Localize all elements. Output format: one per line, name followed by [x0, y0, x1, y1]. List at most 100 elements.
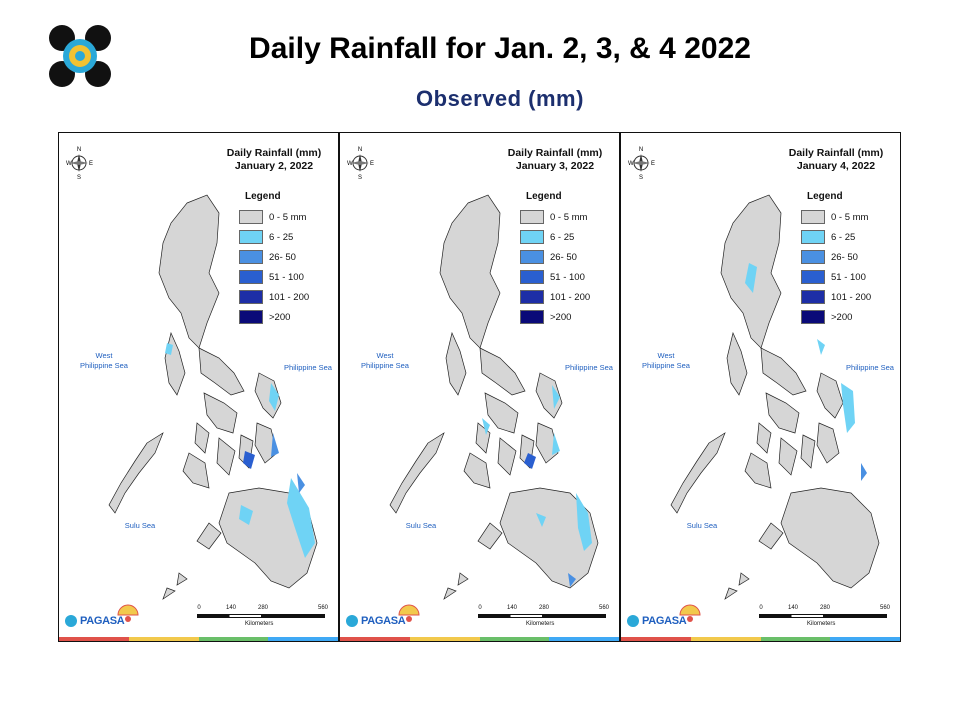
brand-name: PAGASA — [80, 615, 125, 627]
svg-text:E: E — [89, 161, 93, 167]
brand-name: PAGASA — [642, 615, 687, 627]
legend-swatch — [801, 230, 825, 244]
color-strip — [59, 637, 338, 641]
legend-label: 51 - 100 — [269, 271, 304, 283]
legend-swatch — [239, 270, 263, 284]
legend-swatch — [520, 310, 544, 324]
sea-label-sulu: Sulu Sea — [405, 521, 437, 530]
philippines-map — [670, 194, 880, 600]
svg-text:S: S — [639, 175, 643, 181]
pagasa-brand: PAGASA — [62, 603, 142, 633]
legend-label: >200 — [550, 311, 572, 323]
compass-rose-icon: N W E S — [66, 147, 93, 181]
svg-text:E: E — [370, 161, 374, 167]
philippines-map — [108, 194, 318, 600]
legend-row: 6 - 25 — [520, 227, 590, 247]
legend-row: 0 - 5 mm — [520, 207, 590, 227]
legend-swatch — [239, 310, 263, 324]
legend-row: >200 — [801, 307, 871, 327]
svg-text:E: E — [651, 161, 655, 167]
legend-label: >200 — [831, 311, 853, 323]
sea-label-east: Philippine Sea — [846, 363, 894, 372]
legend-swatch — [801, 210, 825, 224]
rainfall-legend: Legend 0 - 5 mm 6 - 25 26- 50 51 - 100 101 -… — [801, 191, 871, 327]
legend-row: 26- 50 — [801, 247, 871, 267]
map-panel-jan-2: N W E S Daily Rainfall (mm) January 2, 2… — [58, 132, 339, 642]
legend-label: 101 - 200 — [831, 291, 872, 303]
compass-n: N — [77, 147, 81, 153]
legend-swatch — [239, 210, 263, 224]
brand-name: PAGASA — [361, 615, 406, 627]
legend-row: 6 - 25 — [239, 227, 309, 247]
legend-row: 101 - 200 — [239, 287, 309, 307]
legend-label: 26- 50 — [831, 251, 858, 263]
sea-label-east: Philippine Sea — [565, 363, 613, 372]
legend-label: 51 - 100 — [831, 271, 866, 283]
panel-title: Daily Rainfall (mm) January 2, 2022 — [226, 147, 322, 172]
pagasa-brand: PAGASA — [624, 603, 704, 633]
legend-label: 26- 50 — [269, 251, 296, 263]
legend-label: 101 - 200 — [269, 291, 310, 303]
legend-row: 6 - 25 — [801, 227, 871, 247]
sea-label-east: Philippine Sea — [284, 363, 332, 372]
legend-label: 101 - 200 — [550, 291, 591, 303]
compass-rose-icon: N W E S — [628, 147, 655, 181]
rainfall-legend: Legend 0 - 5 mm 6 - 25 26- 50 51 - 100 101 -… — [520, 191, 590, 327]
legend-swatch — [239, 290, 263, 304]
legend-swatch — [520, 210, 544, 224]
legend-row: 26- 50 — [239, 247, 309, 267]
svg-text:W: W — [628, 161, 634, 167]
legend-label: >200 — [269, 311, 291, 323]
svg-text:N: N — [639, 147, 643, 153]
panel-title: Daily Rainfall (mm) January 3, 2022 — [507, 147, 603, 172]
legend-label: 0 - 5 mm — [831, 211, 869, 223]
map-panel-jan-4: N W E S Daily Rainfall (mm) January 4, 2… — [620, 132, 901, 642]
legend-swatch — [520, 290, 544, 304]
legend-row: 0 - 5 mm — [239, 207, 309, 227]
scale-bar: 0 140 280 560 Kilometers — [197, 605, 329, 627]
legend-swatch — [801, 310, 825, 324]
legend-row: 26- 50 — [520, 247, 590, 267]
sea-label-west: West Philippine Sea — [642, 351, 690, 370]
legend-swatch — [239, 230, 263, 244]
legend-swatch — [801, 270, 825, 284]
sea-label-west: West Philippine Sea — [361, 351, 409, 370]
legend-label: 0 - 5 mm — [269, 211, 307, 223]
color-strip — [621, 637, 900, 641]
panel-title: Daily Rainfall (mm) January 4, 2022 — [788, 147, 884, 172]
legend-row: 101 - 200 — [520, 287, 590, 307]
legend-label: 0 - 5 mm — [550, 211, 588, 223]
legend-row: 51 - 100 — [801, 267, 871, 287]
legend-title: Legend — [245, 191, 281, 202]
legend-title: Legend — [526, 191, 562, 202]
sea-label-west: West Philippine Sea — [80, 351, 128, 370]
legend-swatch — [801, 290, 825, 304]
legend-label: 6 - 25 — [831, 231, 856, 243]
dost-logo — [48, 24, 112, 88]
svg-text:S: S — [358, 175, 362, 181]
legend-label: 6 - 25 — [269, 231, 294, 243]
legend-row: >200 — [239, 307, 309, 327]
legend-swatch — [239, 250, 263, 264]
scale-bar: 0 140 280 560 Kilometers — [759, 605, 891, 627]
svg-text:N: N — [358, 147, 362, 153]
scale-bar: 0 140 280 560 Kilometers — [478, 605, 610, 627]
page-subtitle: Observed (mm) — [416, 86, 584, 111]
legend-swatch — [520, 230, 544, 244]
sea-label-sulu: Sulu Sea — [686, 521, 718, 530]
legend-swatch — [520, 250, 544, 264]
sea-label-sulu: Sulu Sea — [124, 521, 156, 530]
color-strip — [340, 637, 619, 641]
legend-row: 51 - 100 — [239, 267, 309, 287]
pagasa-logo-icon — [65, 604, 139, 627]
legend-row: 0 - 5 mm — [801, 207, 871, 227]
legend-swatch — [520, 270, 544, 284]
map-panel-jan-3: N W E S Daily Rainfall (mm) January 3, 2… — [339, 132, 620, 642]
compass-rose-icon: N W E S — [347, 147, 374, 181]
pagasa-logo-icon — [627, 604, 701, 627]
legend-swatch — [801, 250, 825, 264]
svg-text:W: W — [66, 161, 72, 167]
pagasa-brand: PAGASA — [343, 603, 423, 633]
legend-title: Legend — [807, 191, 843, 202]
legend-row: >200 — [520, 307, 590, 327]
